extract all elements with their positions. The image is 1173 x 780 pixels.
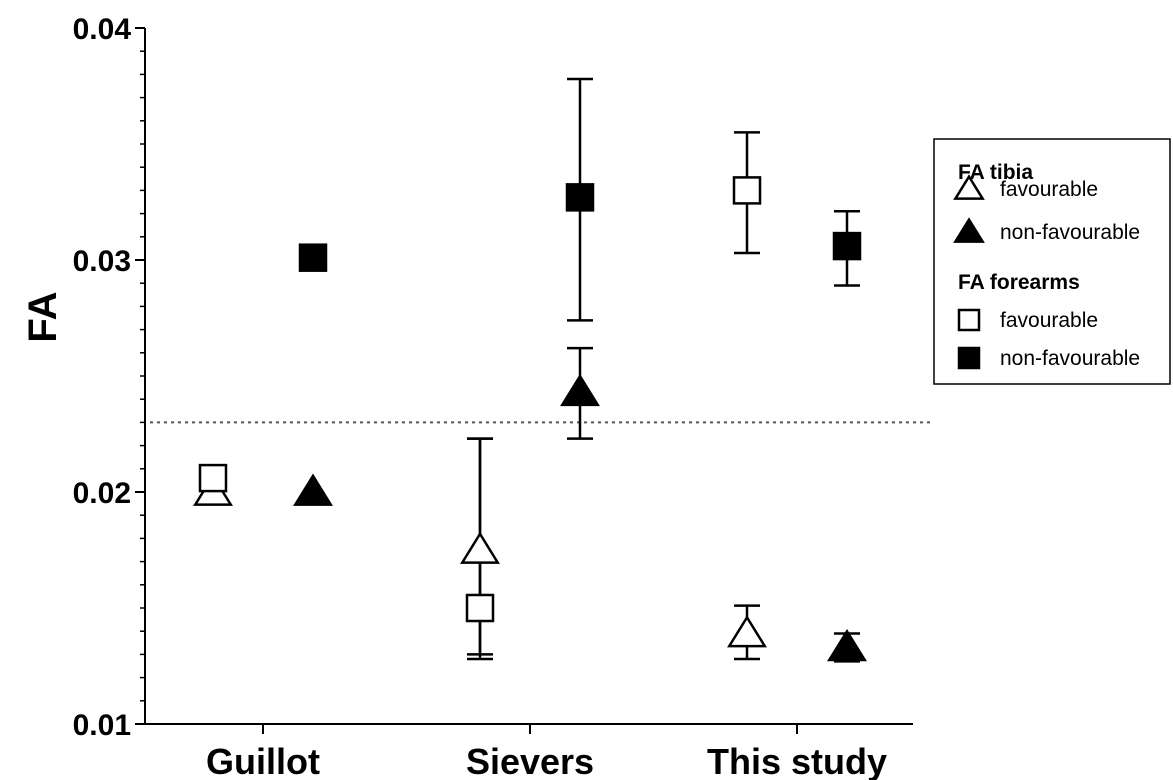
forearms-favourable-marker [732, 176, 762, 205]
tibia-favourable-marker [460, 531, 500, 564]
x-category-label: Guillot [206, 741, 320, 780]
legend-item-label: favourable [1000, 309, 1098, 332]
legend-item-label: non-favourable [1000, 221, 1140, 244]
forearms-favourable-marker [198, 463, 228, 493]
legend-item-label: favourable [1000, 178, 1098, 201]
forearms-non-favourable-marker [298, 243, 328, 272]
legend-item-label: non-favourable [1000, 347, 1140, 370]
legend-square-symbol [957, 308, 981, 332]
tibia-non-favourable-marker [560, 373, 600, 407]
legend-triangle-symbol [953, 174, 985, 200]
error-bars [467, 77, 860, 663]
y-tick-label: 0.01 [73, 709, 131, 742]
legend-triangle-symbol [953, 217, 985, 243]
legend-square-symbol [957, 346, 981, 370]
legend-group-title: FA forearms [958, 271, 1080, 294]
tibia-non-favourable-marker [827, 628, 867, 662]
forearms-non-favourable-marker [832, 231, 862, 261]
legend-group-title: FA tibia [958, 161, 1033, 184]
forearms-favourable-marker [465, 593, 495, 623]
legend-box [933, 138, 1171, 385]
axes: 0.01 0.02 0.03 0.04 Guillot Sievers This study [73, 13, 913, 780]
y-tick-label: 0.04 [73, 13, 132, 46]
tibia-favourable-marker [727, 615, 767, 648]
tibia-non-favourable-marker [293, 473, 333, 506]
x-category-label: This study [707, 741, 887, 780]
forearms-non-favourable-marker [565, 183, 595, 212]
y-tick-label: 0.03 [73, 245, 131, 278]
x-category-label: Sievers [466, 741, 594, 780]
y-axis-title: FA [21, 291, 65, 342]
y-tick-label: 0.02 [73, 477, 131, 510]
data-markers [193, 176, 867, 662]
